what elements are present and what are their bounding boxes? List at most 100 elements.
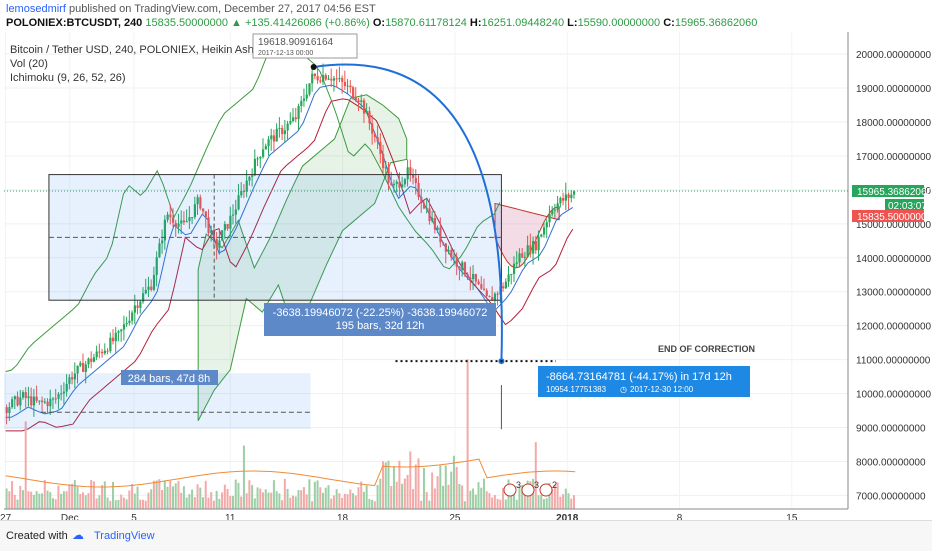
volume-bar [234, 479, 237, 509]
volume-bar [521, 484, 524, 509]
event-badge-2[interactable] [521, 483, 535, 497]
candle-body [300, 100, 303, 106]
candle-body [106, 350, 109, 352]
candle-body [41, 400, 44, 403]
volume-bar [556, 482, 559, 509]
volume-bar [152, 480, 155, 509]
volume-bar [488, 493, 491, 509]
candle-body [534, 241, 537, 251]
candle-body [572, 191, 576, 195]
candle-body [431, 217, 434, 221]
high-value: 16251.09448240 [481, 17, 565, 29]
volume-bar [412, 489, 415, 509]
event-badge-3[interactable] [539, 483, 553, 497]
price-tick-label: 8000.00000000 [856, 457, 926, 468]
event-badge-1[interactable] [503, 483, 517, 497]
high-label: H: [469, 17, 482, 29]
volume-bar [382, 461, 385, 509]
volume-bar [406, 474, 409, 509]
volume-bar [95, 498, 98, 509]
candle-body [292, 117, 295, 122]
candle-body [87, 358, 90, 365]
volume-bar [196, 484, 199, 509]
bar-timer-text: 02:03:07 [888, 201, 927, 212]
time-tick-label: 25 [449, 513, 461, 520]
change-value: +135.41426086 (+0.86%) [244, 17, 370, 29]
candle-body [302, 98, 306, 101]
candle-body [474, 274, 477, 282]
candle-body [182, 220, 186, 223]
volume-bar [357, 487, 360, 509]
candle-body [32, 396, 36, 406]
change-up-icon: ▲ [231, 17, 242, 29]
last-price-tag [852, 185, 924, 197]
volume-bar [24, 421, 27, 509]
volume-bar [403, 478, 406, 509]
volume-bar [401, 483, 404, 509]
candle-body [354, 97, 357, 101]
volume-bar [212, 500, 215, 509]
volume-bar [41, 493, 44, 509]
volume-bar [27, 491, 30, 509]
volume-bar [322, 492, 325, 509]
volume-bar [30, 491, 33, 509]
candle-body [237, 195, 240, 210]
peak-date-label: 2017-12-13 00:00 [258, 50, 313, 57]
candle-body [556, 203, 559, 210]
kijun-line [5, 98, 574, 432]
volume-bar [158, 479, 161, 509]
candle-body [57, 394, 60, 399]
volume-bar [90, 479, 93, 509]
volume-bar [8, 491, 11, 509]
candle-body [297, 105, 300, 120]
price-chart[interactable]: 20000.00000000 19000.00000000 18000.000000… [0, 32, 932, 520]
volume-bar [163, 480, 166, 509]
volume-bar [275, 491, 278, 509]
candle-body [166, 214, 169, 220]
volume-bar [264, 489, 267, 509]
candle-body [493, 293, 497, 301]
price-tick-label: 9000.00000000 [856, 424, 926, 435]
volume-bar [559, 496, 562, 509]
event-badge-2-count: 3 [534, 480, 539, 490]
candle-body [485, 290, 488, 297]
candle-body [518, 253, 521, 263]
candle-body [341, 78, 344, 82]
volume-bar [177, 481, 180, 509]
candle-body [8, 407, 11, 414]
candle-body [125, 322, 128, 325]
event-badge-3-count: 2 [552, 480, 557, 490]
candle-body [264, 146, 267, 150]
candle-body [442, 242, 445, 244]
volume-bar [311, 501, 314, 509]
volume-bar [202, 497, 205, 509]
volume-bar [43, 480, 46, 509]
candle-body [193, 204, 197, 218]
candle-body [529, 245, 532, 254]
candle-body [502, 286, 505, 289]
low-range-box [121, 370, 218, 385]
volume-bar [474, 494, 477, 509]
candle-body [401, 184, 404, 188]
tradingview-brand-link[interactable]: TradingView [94, 530, 155, 542]
candle-body [373, 133, 377, 138]
chart-title: Bitcoin / Tether USD, 240, POLONIEX, Hei… [10, 44, 256, 56]
volume-bar [379, 478, 382, 509]
author-link[interactable]: lemosedmirf [6, 3, 66, 15]
volume-bar [534, 442, 537, 509]
candle-body [19, 397, 22, 406]
candle-body [21, 392, 25, 398]
volume-bar [144, 500, 147, 509]
candle-body [466, 274, 469, 278]
tradingview-logo-icon[interactable]: ☁ [72, 528, 84, 542]
volume-bar [395, 481, 398, 509]
volume-bar [515, 499, 518, 509]
volume-bar [537, 495, 540, 509]
volume-bar [452, 455, 455, 509]
range-measure-box [264, 303, 496, 336]
volume-bar [122, 497, 125, 509]
candle-body [376, 137, 379, 142]
volume-bar [11, 481, 14, 509]
candle-body [188, 217, 191, 222]
candle-body [362, 100, 366, 114]
